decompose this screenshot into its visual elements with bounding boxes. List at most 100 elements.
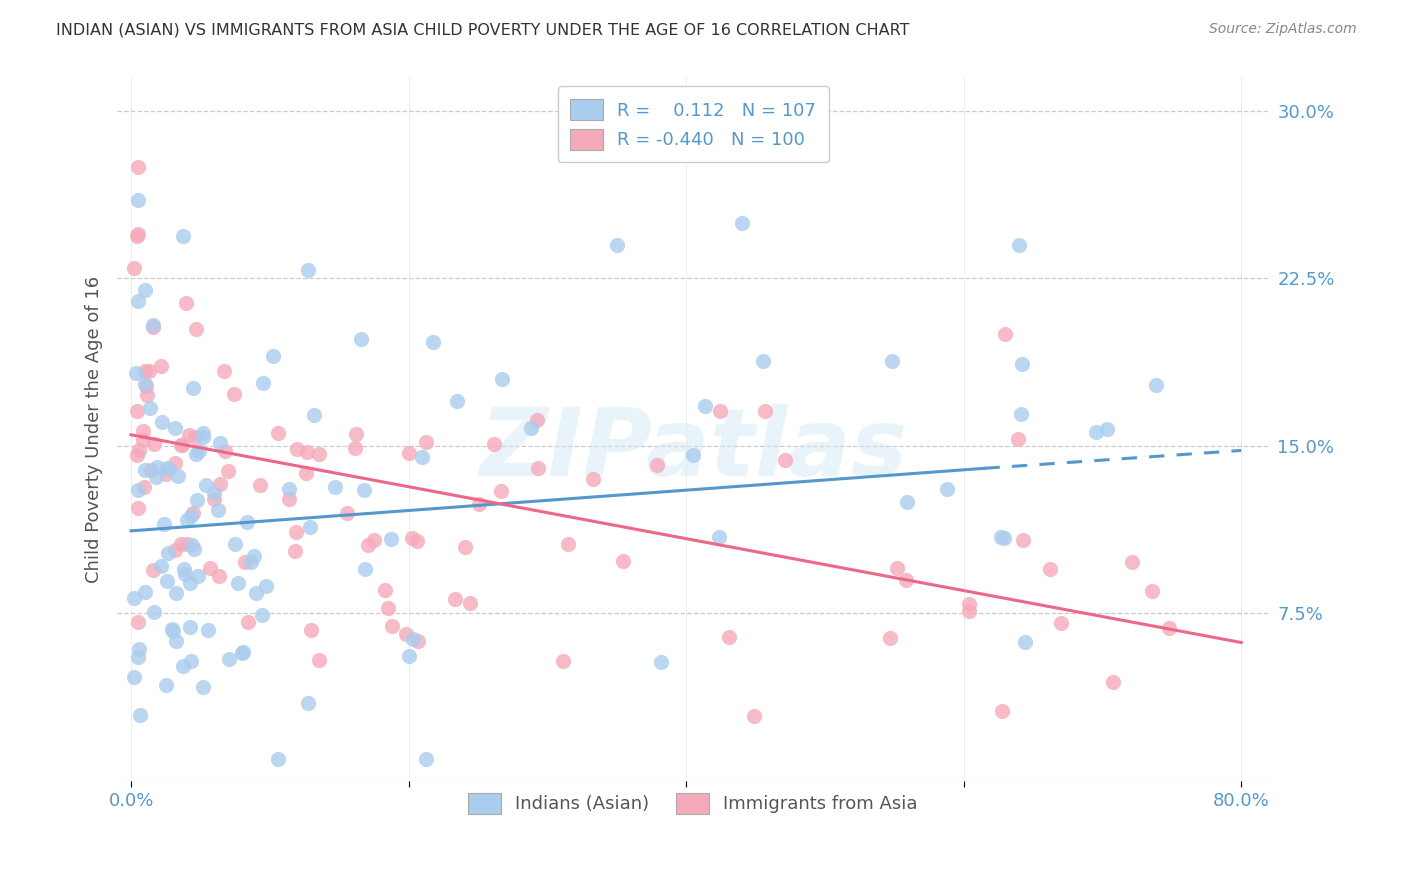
Point: [1144, 377, 1167, 392]
Point: [557, 537, 579, 551]
Point: [153, 517, 176, 532]
Point: [127, 293, 149, 308]
Point: [405, 534, 427, 549]
Text: Source: ZipAtlas.com: Source: ZipAtlas.com: [1209, 22, 1357, 37]
Point: [165, 542, 187, 557]
Point: [128, 443, 150, 458]
Point: [174, 566, 197, 581]
Point: [454, 541, 477, 555]
Point: [245, 586, 267, 600]
Point: [191, 681, 214, 695]
Point: [647, 458, 669, 472]
Point: [957, 597, 980, 611]
Point: [157, 461, 180, 475]
Point: [422, 335, 444, 350]
Point: [491, 483, 513, 498]
Point: [193, 430, 215, 444]
Point: [304, 408, 326, 422]
Point: [284, 544, 307, 558]
Point: [401, 531, 423, 545]
Point: [1050, 616, 1073, 631]
Point: [402, 632, 425, 646]
Point: [484, 437, 506, 451]
Point: [176, 296, 198, 310]
Point: [177, 427, 200, 442]
Point: [162, 624, 184, 638]
Point: [208, 477, 231, 491]
Point: [467, 497, 489, 511]
Point: [142, 563, 165, 577]
Point: [207, 503, 229, 517]
Point: [380, 533, 402, 547]
Point: [551, 655, 574, 669]
Point: [186, 493, 208, 508]
Point: [1011, 357, 1033, 371]
Point: [398, 648, 420, 663]
Point: [693, 399, 716, 413]
Point: [146, 460, 169, 475]
Point: [1007, 433, 1029, 447]
Point: [212, 364, 235, 378]
Point: [183, 541, 205, 556]
Point: [709, 404, 731, 418]
Point: [127, 615, 149, 629]
Point: [165, 634, 187, 648]
Point: [156, 461, 179, 475]
Point: [1095, 422, 1118, 436]
Point: [236, 515, 259, 529]
Point: [323, 479, 346, 493]
Point: [150, 359, 173, 373]
Legend: Indians (Asian), Immigrants from Asia: Indians (Asian), Immigrants from Asia: [457, 782, 929, 825]
Point: [127, 649, 149, 664]
Point: [129, 708, 152, 723]
Point: [166, 468, 188, 483]
Point: [606, 238, 628, 252]
Point: [176, 513, 198, 527]
Point: [181, 381, 204, 395]
Point: [377, 601, 399, 615]
Point: [350, 332, 373, 346]
Point: [1085, 425, 1108, 440]
Point: [127, 500, 149, 515]
Point: [240, 555, 263, 569]
Point: [165, 586, 187, 600]
Point: [344, 426, 367, 441]
Point: [249, 478, 271, 492]
Point: [143, 606, 166, 620]
Point: [132, 480, 155, 494]
Point: [526, 461, 548, 475]
Point: [308, 447, 330, 461]
Point: [612, 553, 634, 567]
Point: [138, 363, 160, 377]
Point: [238, 615, 260, 629]
Point: [285, 442, 308, 457]
Point: [180, 508, 202, 523]
Point: [183, 430, 205, 444]
Point: [356, 538, 378, 552]
Point: [267, 752, 290, 766]
Point: [217, 465, 239, 479]
Point: [160, 623, 183, 637]
Point: [187, 568, 209, 582]
Point: [353, 483, 375, 497]
Point: [135, 378, 157, 392]
Point: [224, 387, 246, 401]
Point: [134, 585, 156, 599]
Point: [202, 485, 225, 500]
Point: [172, 658, 194, 673]
Point: [295, 444, 318, 458]
Point: [191, 425, 214, 440]
Point: [165, 421, 187, 435]
Point: [398, 446, 420, 460]
Point: [343, 441, 366, 455]
Point: [142, 437, 165, 451]
Point: [775, 453, 797, 467]
Point: [406, 633, 429, 648]
Point: [879, 632, 901, 646]
Point: [132, 434, 155, 448]
Point: [187, 444, 209, 458]
Point: [752, 354, 775, 368]
Point: [742, 709, 765, 723]
Point: [142, 319, 165, 334]
Point: [139, 401, 162, 415]
